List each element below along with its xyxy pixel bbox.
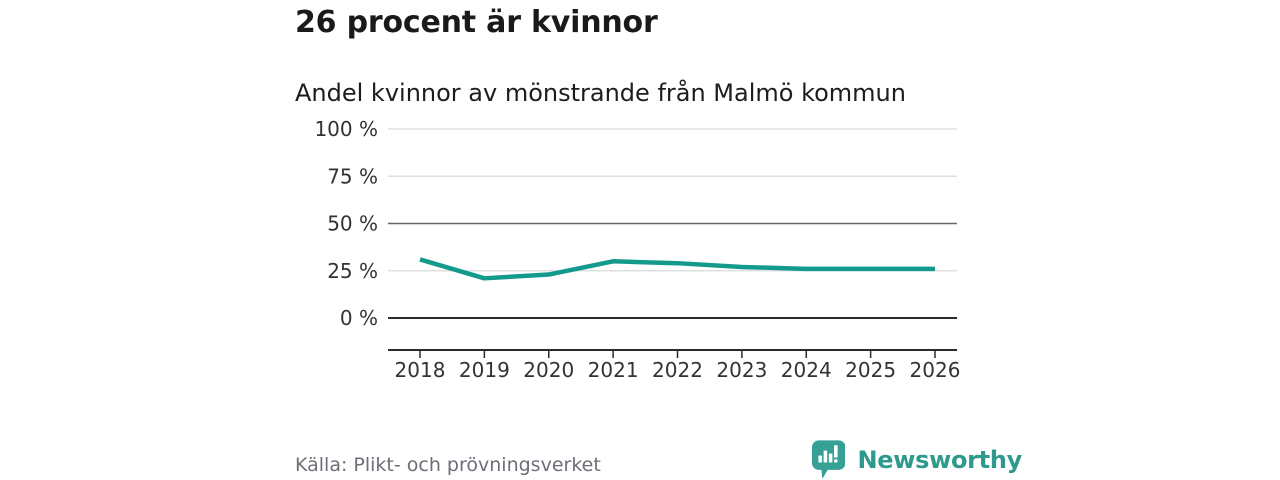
x-tick-label: 2022 (652, 358, 703, 382)
x-tick-label: 2025 (845, 358, 896, 382)
y-tick-label: 100 % (314, 117, 378, 141)
x-tick-label: 2018 (395, 358, 446, 382)
y-tick-label: 75 % (327, 164, 378, 188)
chart-title: 26 procent är kvinnor (295, 5, 658, 40)
newsworthy-brand: Newsworthy (812, 440, 1022, 480)
source-note: Källa: Plikt- och prövningsverket (295, 454, 601, 476)
y-tick-label: 25 % (327, 259, 378, 283)
data-line-Andel kvinnor av mönstrande (419, 257, 935, 281)
x-tick-label: 2024 (781, 358, 832, 382)
x-tick-label: 2021 (588, 358, 639, 382)
x-tick-label: 2019 (459, 358, 510, 382)
y-tick-label: 0 % (340, 306, 378, 330)
x-tick-label: 2020 (523, 358, 574, 382)
newsworthy-logo-icon (812, 440, 846, 479)
x-tick-label: 2023 (716, 358, 767, 382)
chart-subtitle: Andel kvinnor av mönstrande från Malmö k… (295, 79, 906, 107)
brand-name: Newsworthy (857, 446, 1022, 474)
y-tick-label: 50 % (327, 212, 378, 236)
x-tick-label: 2026 (910, 358, 961, 382)
